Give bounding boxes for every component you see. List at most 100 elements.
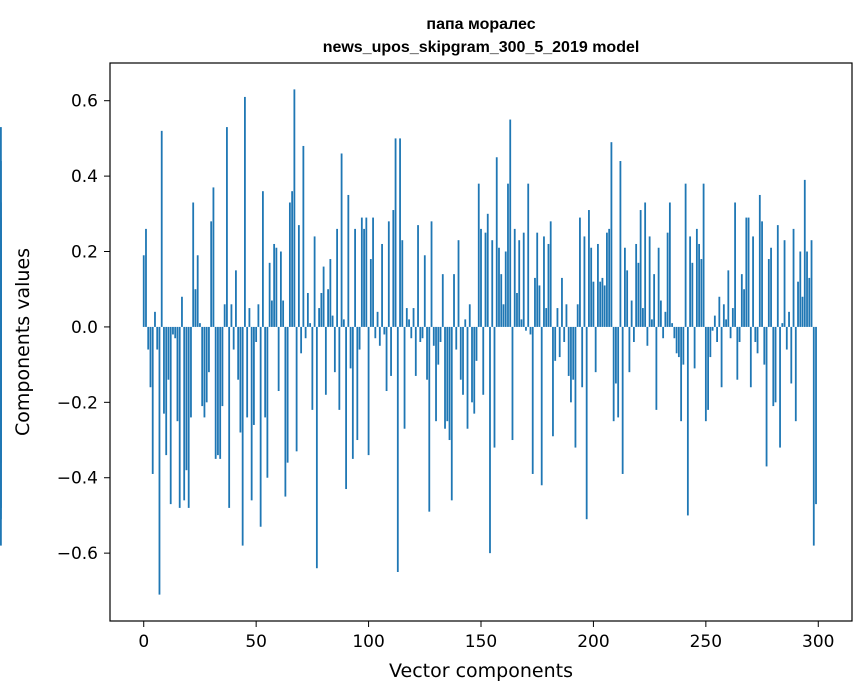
bar (181, 297, 183, 327)
bar (215, 327, 217, 459)
bar (318, 308, 320, 327)
bar (244, 97, 246, 327)
bar (521, 319, 523, 327)
bar (174, 327, 176, 338)
bar (615, 327, 617, 384)
bar (622, 327, 624, 474)
bar (534, 278, 536, 327)
bar (437, 327, 439, 365)
bar (629, 327, 631, 372)
bar (532, 327, 534, 474)
bar (284, 327, 286, 497)
bar (653, 274, 655, 327)
bar (487, 214, 489, 327)
bar (727, 270, 729, 327)
bar (586, 327, 588, 519)
bar (496, 157, 498, 327)
bar (458, 240, 460, 327)
x-tick-label: 100 (352, 632, 384, 652)
bar (235, 270, 237, 327)
bar (329, 259, 331, 327)
bar (480, 229, 482, 327)
bar (431, 221, 433, 327)
bar (503, 304, 505, 327)
bar (311, 327, 313, 410)
bar (604, 285, 606, 326)
bar (579, 218, 581, 327)
bar (147, 327, 149, 350)
bar (518, 240, 520, 327)
bar (383, 327, 385, 335)
bar (388, 221, 390, 327)
bar (154, 312, 156, 327)
bar (498, 248, 500, 327)
bar (145, 229, 147, 327)
bar (763, 327, 765, 365)
bar (689, 236, 691, 326)
bar (266, 327, 268, 478)
y-tick-label: −0.2 (57, 393, 98, 413)
bar (451, 327, 453, 500)
bar (721, 327, 723, 387)
bar (741, 274, 743, 327)
bar (620, 161, 622, 327)
x-axis-label: Vector components (389, 660, 573, 682)
bar (381, 244, 383, 327)
bar (608, 229, 610, 327)
bar (262, 191, 264, 327)
bar (784, 240, 786, 327)
bar (177, 327, 179, 421)
bar (289, 203, 291, 327)
bar (736, 327, 738, 380)
bar (559, 327, 561, 357)
bar (213, 187, 215, 326)
bar (595, 327, 597, 372)
bar (152, 327, 154, 474)
bar (210, 221, 212, 327)
bar (356, 327, 358, 440)
bar (293, 89, 295, 327)
bar (190, 327, 192, 417)
bar (649, 236, 651, 326)
bar (163, 327, 165, 414)
bar (419, 327, 421, 342)
bar (271, 301, 273, 327)
bar (332, 316, 334, 327)
bar (345, 327, 347, 489)
bar (644, 203, 646, 327)
bar (161, 131, 163, 327)
bar (237, 327, 239, 380)
bar (637, 263, 639, 327)
bar (240, 327, 242, 433)
bar (197, 255, 199, 327)
bar (195, 289, 197, 327)
bar (494, 327, 496, 448)
bar (287, 327, 289, 463)
bar (572, 327, 574, 380)
bar (691, 263, 693, 327)
bar (703, 184, 705, 327)
bar (453, 274, 455, 327)
bar (732, 308, 734, 327)
bar (365, 218, 367, 327)
bar (781, 323, 783, 327)
bar (550, 221, 552, 327)
bar (748, 218, 750, 327)
bar (334, 327, 336, 372)
bar (485, 233, 487, 327)
chart-title: папа моралес (426, 16, 535, 33)
bar (442, 274, 444, 327)
y-tick-label: 0.2 (71, 243, 98, 263)
bar (716, 327, 718, 342)
bar (523, 233, 525, 327)
bar (725, 319, 727, 327)
y-tick-label: −0.4 (57, 469, 98, 489)
bar (761, 221, 763, 327)
bar (269, 263, 271, 327)
bar (516, 293, 518, 327)
bar (745, 218, 747, 327)
bar (179, 327, 181, 508)
bar (273, 244, 275, 327)
bar (379, 327, 381, 346)
